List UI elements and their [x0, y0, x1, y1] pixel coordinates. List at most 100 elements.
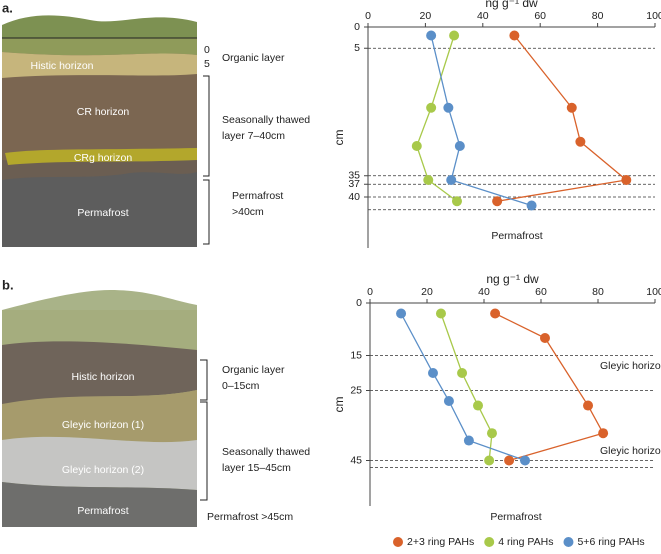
x-axis-title: ng g⁻¹ dw [485, 0, 538, 10]
data-point [575, 136, 586, 147]
legend-marker [563, 537, 574, 547]
y-tick-label: 35 [348, 170, 360, 182]
data-point [426, 102, 437, 113]
data-point [621, 175, 632, 185]
y-tick-label: 0 [356, 297, 362, 309]
data-point [583, 400, 594, 411]
surface [2, 290, 197, 312]
x-tick-label: 80 [592, 10, 604, 22]
x-axis-title: ng g⁻¹ dw [486, 272, 539, 286]
bracket [200, 359, 208, 401]
layer-label: Gleyic horizon (1) [62, 419, 144, 431]
data-point [486, 428, 497, 439]
series-line [497, 35, 628, 202]
bracket [203, 75, 210, 177]
data-point [411, 141, 422, 151]
data-point [449, 30, 460, 41]
legend-label: 2+3 ring PAHs [407, 536, 474, 548]
annotation: Permafrost [490, 511, 541, 523]
layer-label: Histic horizon [30, 60, 93, 72]
x-tick-label: 60 [534, 10, 546, 22]
legend-label: 4 ring PAHs [498, 536, 553, 548]
data-point [539, 333, 550, 343]
note: Seasonally thawed [222, 114, 310, 126]
x-tick-label: 0 [365, 10, 371, 22]
layer-label: Permafrost [77, 505, 128, 517]
x-tick-label: 40 [478, 286, 490, 298]
y-tick-label: 40 [348, 191, 360, 203]
histic-layer [2, 341, 197, 405]
y-tick-label: 25 [350, 384, 362, 396]
layer-label: Permafrost [77, 207, 128, 219]
y-tick-label: 5 [354, 42, 360, 54]
note: Permafrost >45cm [207, 511, 293, 523]
layer-label: Gleyic horizon (2) [62, 464, 144, 476]
y-axis-title: cm [332, 130, 346, 146]
surface [2, 15, 197, 40]
depth-mark: 0 [204, 44, 210, 56]
y-tick-label: 45 [350, 454, 362, 466]
data-point [463, 435, 474, 446]
data-point [443, 102, 454, 113]
note: Organic layer [222, 52, 285, 64]
permafrost-layer [2, 482, 197, 527]
data-point [566, 102, 577, 113]
x-tick-label: 20 [420, 10, 432, 22]
series-line [400, 313, 526, 462]
bracket [203, 179, 210, 245]
x-tick-label: 80 [592, 286, 604, 298]
soil-profile-a: Histic horizon CR horizon CRg horizon Pe… [2, 0, 310, 247]
note: layer 15–45cm [222, 462, 291, 474]
x-tick-label: 20 [421, 286, 433, 298]
gleyic-1-layer [2, 390, 197, 443]
x-tick-label: 60 [535, 286, 547, 298]
y-axis-title: cm [332, 397, 346, 413]
data-point [526, 200, 537, 211]
x-tick-label: 100 [646, 286, 661, 298]
crg-layer [5, 148, 197, 165]
annotation: Gleyic horizon (2) [600, 445, 661, 457]
note: Seasonally thawed [222, 446, 310, 458]
permafrost-layer [2, 172, 197, 247]
data-point [446, 175, 457, 185]
gleyic-2-layer [2, 436, 197, 490]
note: >40cm [232, 206, 264, 218]
data-point [451, 196, 462, 207]
data-point [427, 368, 438, 378]
data-point [457, 368, 468, 378]
y-tick-label: 0 [354, 21, 360, 33]
annotation: Permafrost [491, 230, 542, 242]
histic-layer [2, 52, 197, 78]
x-tick-label: 0 [367, 286, 373, 298]
annotation: Gleyic horizon (1) [600, 360, 661, 372]
note: layer 7–40cm [222, 130, 285, 142]
data-point [396, 308, 407, 319]
soil-profile-b: Histic horizon Gleyic horizon (1) Gleyic… [2, 277, 310, 527]
note: Permafrost [232, 190, 283, 202]
legend-marker [484, 537, 495, 547]
data-point [598, 428, 609, 439]
data-point [426, 30, 437, 41]
x-tick-label: 40 [477, 10, 489, 22]
data-point [443, 396, 454, 406]
layer-label: Histic horizon [71, 371, 134, 383]
note: Organic layer [222, 364, 285, 376]
note: 0–15cm [222, 380, 260, 392]
data-point [484, 455, 495, 466]
data-point [435, 308, 446, 319]
legend-marker [393, 537, 403, 547]
data-point [492, 196, 503, 207]
panel-label: a. [2, 0, 13, 15]
data-point [473, 400, 484, 411]
data-point [454, 141, 465, 151]
x-tick-label: 100 [646, 10, 661, 22]
organic-layer [2, 38, 197, 56]
y-tick-label: 37 [348, 178, 360, 190]
y-tick-label: 15 [350, 349, 362, 361]
layer-label: CRg horizon [74, 152, 133, 164]
depth-mark: 5 [204, 58, 210, 70]
data-point [520, 455, 531, 466]
legend-label: 5+6 ring PAHs [577, 536, 644, 548]
data-point [423, 175, 434, 185]
